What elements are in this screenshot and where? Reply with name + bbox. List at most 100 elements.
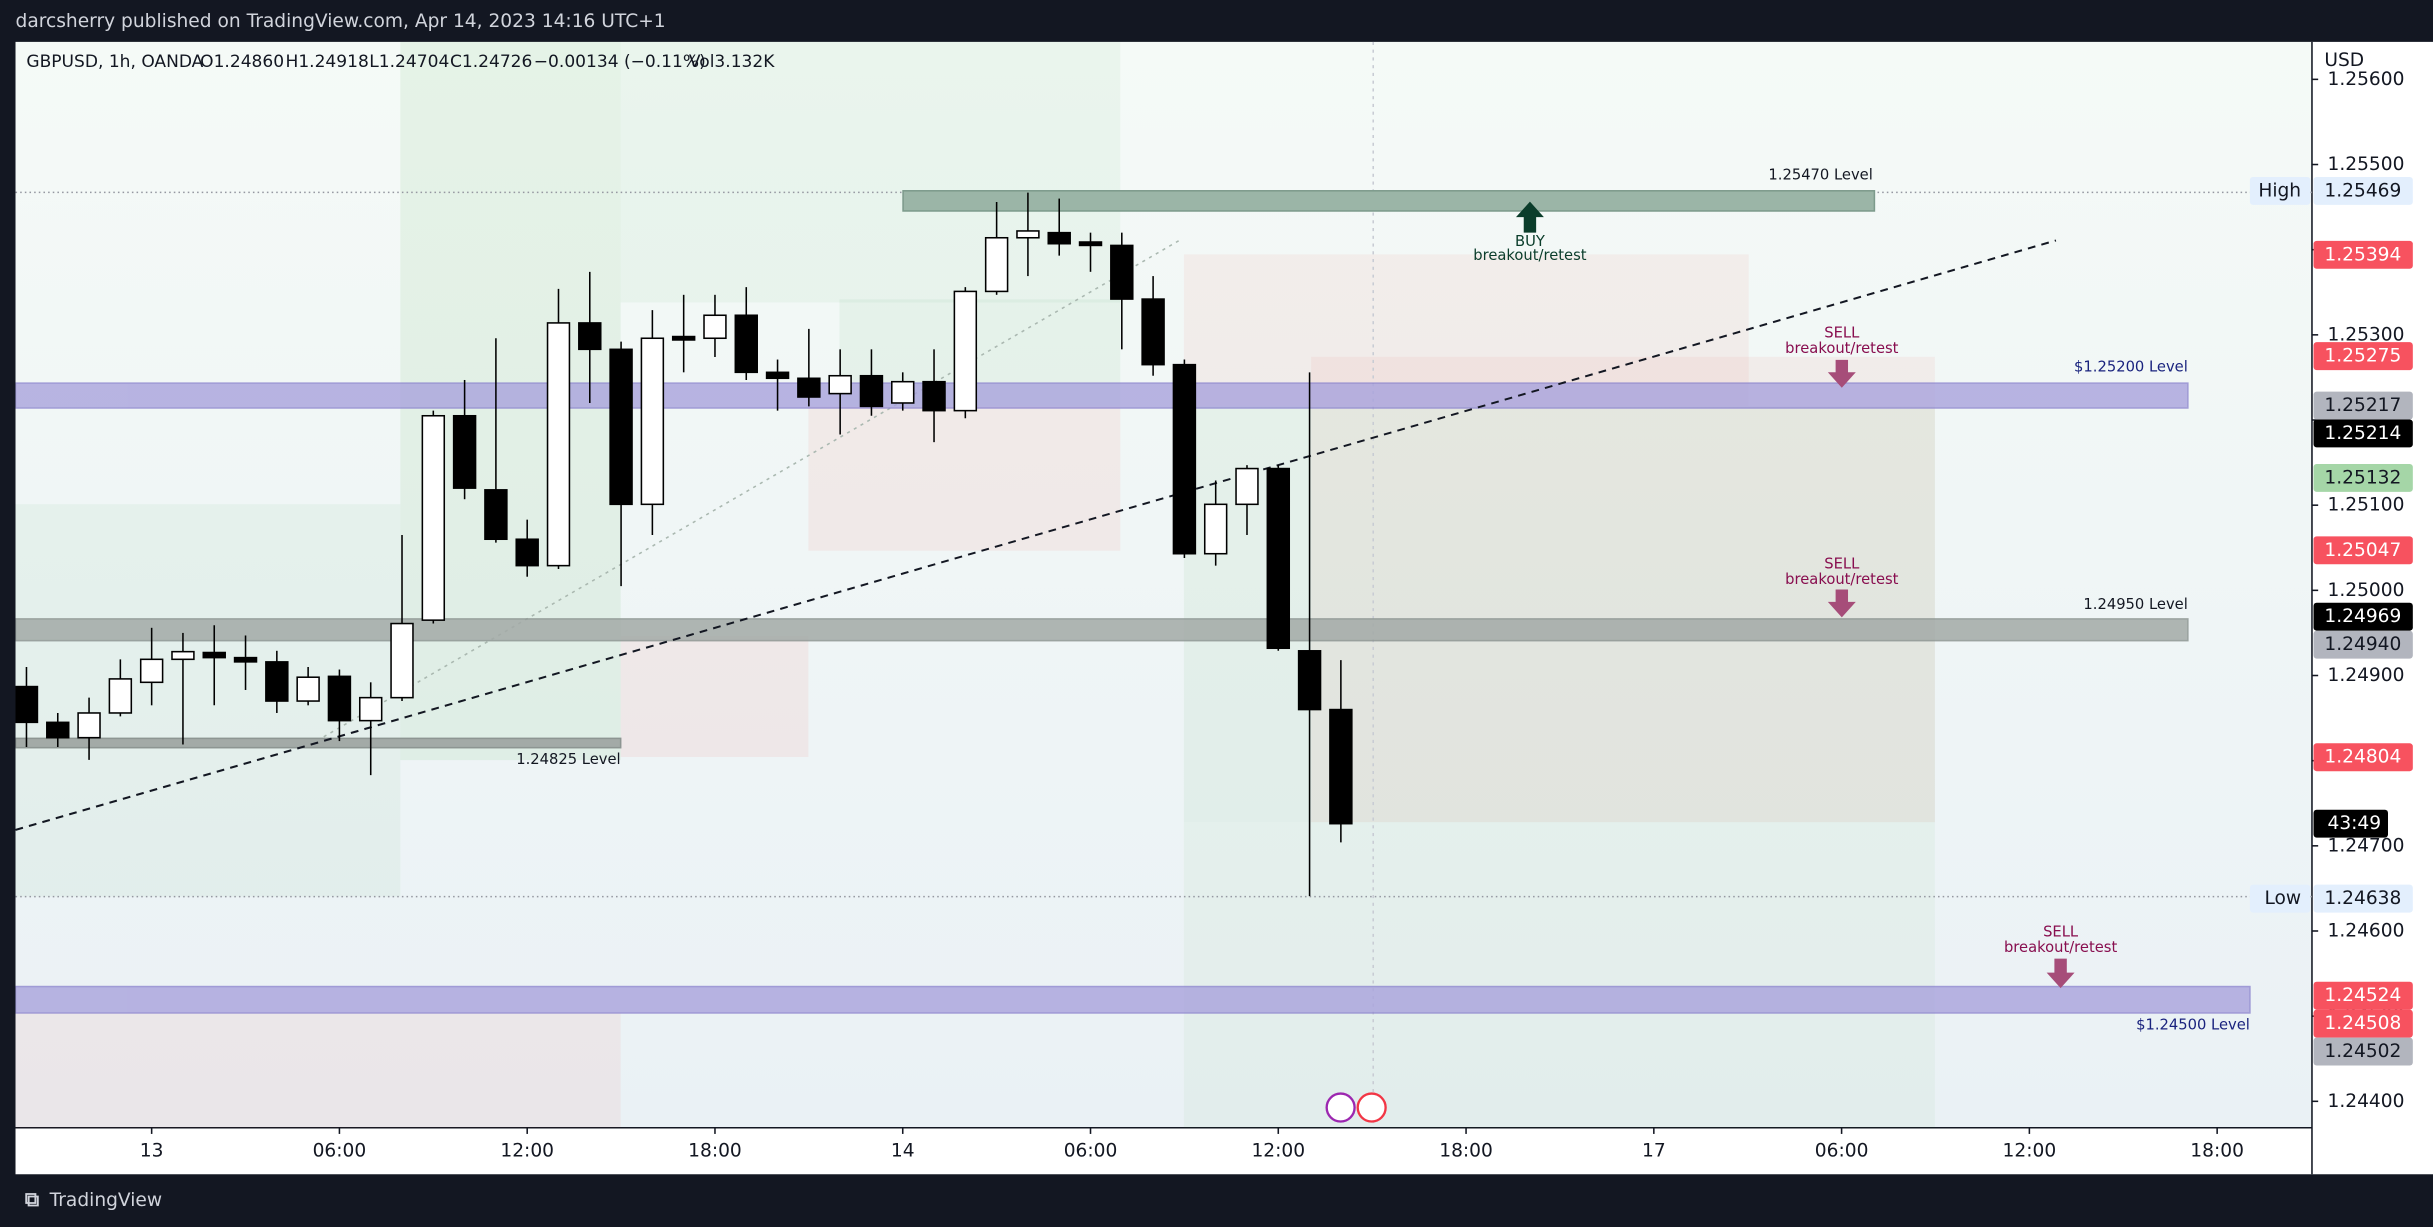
price-badge — [2313, 630, 2413, 659]
sell-label: breakout/retest — [1785, 340, 1899, 357]
candle-body — [640, 337, 665, 506]
candle-body — [1047, 231, 1071, 245]
candle-body — [1141, 298, 1165, 366]
candle-body — [1297, 650, 1322, 711]
price-badge — [2313, 342, 2413, 371]
candle-body — [452, 414, 477, 489]
price-tag-label: Low — [2264, 888, 2301, 909]
candle-body — [46, 721, 70, 739]
level-band — [15, 382, 2189, 409]
candle-body — [859, 374, 884, 408]
price-badge-label: 1.25469 — [2324, 180, 2401, 201]
x-tick-label: 13 — [140, 1140, 164, 1161]
candle-body — [734, 314, 758, 374]
price-tag-label: High — [2258, 180, 2301, 201]
trend-line — [15, 239, 2057, 831]
candle-body — [1329, 708, 1353, 825]
legend-high: H1.24918 — [286, 52, 369, 72]
candle-body — [703, 314, 727, 340]
level-label: $1.24500 Level — [2136, 1016, 2250, 1033]
candle-body — [1235, 467, 1259, 506]
price-badge-label: 1.25394 — [2324, 244, 2401, 265]
candle-body — [390, 622, 414, 699]
sell-arrow — [1827, 589, 1856, 618]
candle-body — [77, 712, 101, 739]
candle-body — [1078, 241, 1103, 247]
currency-label: USD — [2324, 50, 2364, 71]
y-tick-label: 1.24700 — [2327, 835, 2404, 856]
candle-body — [421, 414, 446, 621]
y-tick-label: 1.24900 — [2327, 665, 2404, 686]
price-tag — [2249, 884, 2311, 913]
candles — [15, 192, 1353, 897]
candle-body — [891, 380, 915, 404]
candle-body — [296, 676, 320, 702]
legend-symbol: GBPUSD, 1h, OANDA — [26, 52, 203, 72]
price-badge-label: 1.24969 — [2324, 606, 2401, 627]
candle-body — [671, 335, 696, 341]
price-badge-label: 1.24804 — [2324, 747, 2401, 768]
candle-body — [108, 678, 133, 714]
candle-body — [1016, 230, 1040, 239]
candle-body — [922, 380, 946, 412]
level-band — [15, 985, 2251, 1014]
drawings — [15, 41, 2312, 1128]
y-tick-label: 1.25600 — [2327, 69, 2404, 90]
candle-body — [1172, 363, 1197, 555]
event-icon — [1356, 1092, 1387, 1123]
price-badge-label: 1.25217 — [2324, 395, 2401, 416]
price-badge-label: 1.25132 — [2324, 467, 2401, 488]
sell-label: SELL — [1824, 556, 1860, 573]
legend-close: C1.24726 — [450, 52, 532, 72]
zone — [620, 41, 1121, 303]
x-tick-label: 18:00 — [1439, 1140, 1493, 1161]
price-badge — [2313, 419, 2413, 448]
y-tick-label: 1.25100 — [2327, 495, 2404, 516]
legend-open: O1.24860 — [200, 52, 284, 72]
zone — [620, 635, 809, 757]
level-band — [902, 190, 1876, 212]
candle-body — [515, 538, 539, 567]
footer-brand: TradingView — [49, 1190, 162, 1211]
sell-label: SELL — [2043, 923, 2079, 940]
sell-label: breakout/retest — [2004, 939, 2118, 956]
price-badge — [2313, 884, 2413, 913]
candle-body — [171, 650, 195, 661]
x-tick-label: 18:00 — [2190, 1140, 2244, 1161]
x-tick-label: 06:00 — [1064, 1140, 1118, 1161]
y-tick-label: 1.24600 — [2327, 920, 2404, 941]
price-badge — [2313, 1037, 2413, 1066]
candle-body — [546, 322, 571, 567]
candle-body — [233, 656, 258, 663]
legend: GBPUSD, 1h, OANDA O1.24860 H1.24918 L1.2… — [26, 52, 775, 72]
level-label: 1.25470 Level — [1768, 166, 1872, 183]
zone — [1183, 822, 1935, 1128]
candle-body — [1110, 244, 1134, 300]
event-icon — [1325, 1092, 1356, 1123]
candle-body — [765, 371, 790, 380]
zone — [15, 1012, 621, 1128]
x-tick-label: 14 — [891, 1140, 915, 1161]
candle-body — [984, 236, 1009, 293]
price-badge-label: 1.24508 — [2324, 1013, 2401, 1034]
price-badge — [2313, 176, 2413, 205]
currency-bg — [2315, 43, 2378, 75]
buy-label: breakout/retest — [1473, 247, 1587, 264]
price-badge-label: 1.24502 — [2324, 1041, 2401, 1062]
price-badge — [2313, 240, 2413, 269]
candle-body — [15, 685, 39, 724]
footer-logo: ⧉ — [25, 1187, 39, 1211]
legend-volume: Vol3.132K — [689, 52, 775, 72]
legend-low: L1.24704 — [369, 52, 449, 72]
price-tag — [2249, 176, 2311, 205]
zone — [1311, 356, 1935, 823]
candle-body — [1203, 503, 1228, 555]
buy-label: BUY — [1515, 233, 1546, 250]
x-tick-label: 12:00 — [1251, 1140, 1305, 1161]
candle-body — [953, 290, 978, 412]
x-tick-label: 12:00 — [2003, 1140, 2057, 1161]
level-label: 1.24825 Level — [516, 751, 620, 768]
candle-body — [484, 489, 508, 541]
